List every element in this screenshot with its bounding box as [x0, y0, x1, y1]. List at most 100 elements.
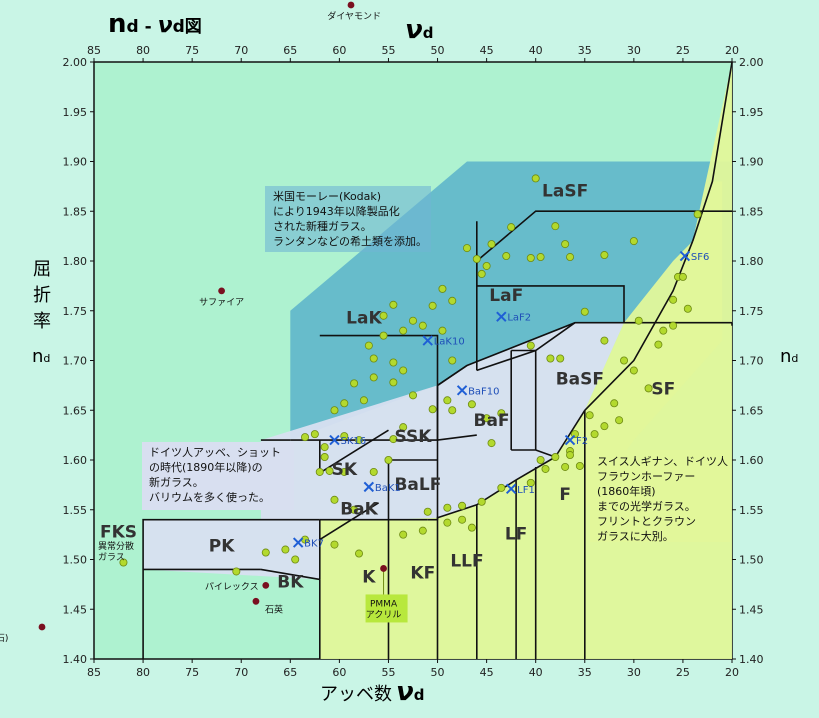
y-tick-label-right: 2.00 [739, 56, 764, 69]
reference-point [252, 597, 260, 605]
region-label-sk: SK [332, 460, 358, 480]
abbe-note-line-2: の時代(1890年以降)の [149, 460, 263, 474]
kodak-note-line-1: 米国モーレー(Kodak) [273, 190, 381, 203]
glass-point [418, 321, 427, 330]
glass-point [232, 567, 241, 576]
glass-point [443, 518, 452, 527]
region-label-bak: BaK [340, 500, 378, 520]
region-label-balf: BaLF [394, 475, 441, 495]
glass-point [600, 422, 609, 431]
glass-point [590, 430, 599, 439]
glass-point [546, 354, 555, 363]
glass-mark-label: SK16 [340, 436, 366, 447]
glass-point [615, 416, 624, 425]
boundary-line-9 [319, 502, 380, 541]
glass-point [423, 507, 432, 516]
x-tick-label-top: 85 [87, 44, 101, 57]
glass-mark-lf1: LF1 [505, 483, 535, 496]
glass-point [467, 400, 476, 409]
y-tick-label-left: 1.70 [63, 355, 88, 368]
x-tick-label-top: 40 [529, 44, 543, 57]
glass-point [477, 497, 486, 506]
reference-label: サファイア [199, 297, 244, 308]
glass-point [399, 530, 408, 539]
fks-note-line-1: 異常分散 [98, 540, 134, 552]
x-mark-icon [564, 434, 576, 446]
x-mark-icon [329, 434, 340, 446]
glass-point [482, 261, 491, 270]
glass-point [364, 341, 373, 350]
region-label-laf: LaF [489, 286, 523, 306]
glass-type-boundaries [142, 61, 733, 659]
glass-point [580, 307, 589, 316]
glass-point [556, 354, 565, 363]
x-tick-label-bottom: 75 [185, 666, 199, 679]
glass-point [600, 336, 609, 345]
boundary-line-27 [584, 240, 694, 411]
x-tick-label-top: 30 [627, 44, 641, 57]
x-tick-label-bottom: 60 [332, 666, 346, 679]
y-tick-label-left: 1.85 [63, 205, 88, 218]
glass-point [507, 223, 516, 232]
glass-point [448, 356, 457, 365]
glass-point [384, 455, 393, 464]
glass-point [497, 409, 506, 418]
x-tick-label-top: 65 [283, 44, 297, 57]
glass-point [566, 451, 575, 460]
glass-mark-f2: F2 [564, 434, 588, 447]
glass-mark-label: BK7 [304, 539, 324, 550]
glass-point [629, 237, 638, 246]
glass-point [477, 269, 486, 278]
glass-point [497, 483, 506, 492]
glass-point [369, 373, 378, 382]
glass-point [320, 453, 329, 462]
glass-point [369, 354, 378, 363]
boundary-line-8 [142, 518, 320, 659]
y-tick-label-left: 1.80 [63, 255, 88, 268]
glass-point [355, 549, 364, 558]
y-tick-label-right: 1.85 [739, 205, 764, 218]
glass-point [399, 326, 408, 335]
glass-point [261, 548, 270, 557]
y-tick-label-right: 1.60 [739, 454, 764, 467]
glass-point [438, 284, 447, 293]
glass-point [467, 523, 476, 532]
boundary-line-2 [476, 210, 732, 262]
title-tail: d図 [173, 17, 202, 37]
glass-point [350, 379, 359, 388]
reference-point [262, 581, 270, 589]
region-label-pk: PK [209, 537, 235, 557]
x-axis-sub: d [414, 686, 425, 704]
glass-mark-lak10: LaK10 [422, 335, 465, 348]
pmma-label-box [365, 594, 408, 623]
y-tick-label-left: 1.55 [63, 504, 88, 517]
x-mark-icon [422, 335, 433, 346]
x-tick-label-bottom: 80 [136, 666, 150, 679]
glass-point [389, 378, 398, 387]
title-sub: d - [127, 17, 158, 37]
right-axis-nd: nd [780, 346, 798, 367]
glass-point [654, 340, 663, 349]
y-axis-char-3: 率 [33, 311, 51, 332]
reference-label-2: アクリル [366, 609, 402, 620]
x-mark-icon [496, 311, 507, 322]
glass-point [693, 210, 702, 219]
region-label-k: K [362, 567, 376, 587]
y-axis-nd: nd [32, 346, 50, 367]
glass-point [428, 301, 437, 310]
glass-point [418, 526, 427, 535]
x-axis-label: アッベ数 νd [320, 677, 424, 707]
kodak-note-line-3: された新種ガラス。 [273, 219, 372, 233]
glass-point [629, 366, 638, 375]
guinand-note-line-6: ガラスに大別。 [597, 529, 674, 543]
y-tick-label-right: 1.70 [739, 355, 764, 368]
reference-label: 石英 [265, 603, 283, 615]
glass-point [291, 555, 300, 564]
y-tick-label-left: 1.95 [63, 106, 88, 119]
top-axis-label: νd [405, 15, 433, 45]
glass-point [669, 295, 678, 304]
guinand-note-line-2: フラウンホーファー [597, 470, 695, 483]
glass-point [683, 304, 692, 313]
